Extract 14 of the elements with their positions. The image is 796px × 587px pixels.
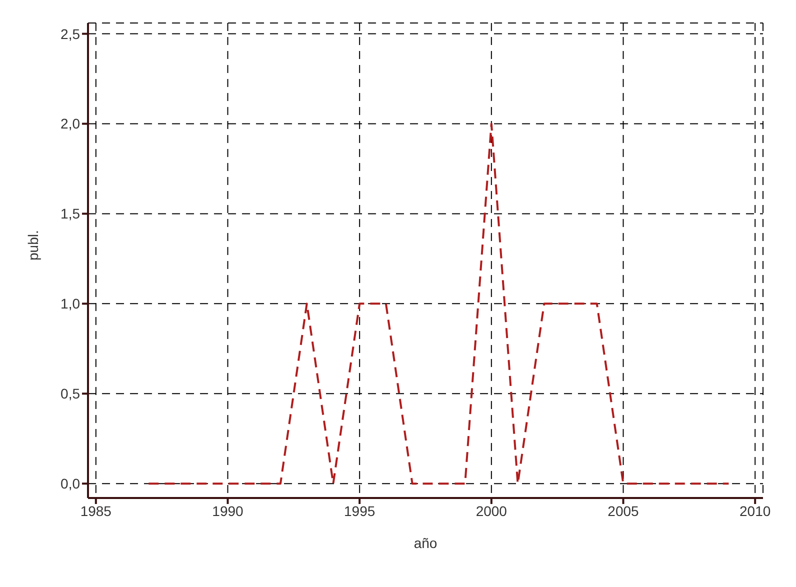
y-tick-label: 0,0	[60, 476, 80, 492]
x-tick-label: 1985	[80, 502, 112, 519]
y-tick-label: 1,5	[60, 206, 80, 222]
y-tick-label: 0,5	[60, 386, 80, 402]
y-axis-title: publ.	[24, 230, 41, 260]
y-tick-label: 2,0	[60, 116, 80, 132]
x-tick-label: 2000	[476, 502, 508, 519]
x-tick-label: 1995	[344, 502, 376, 519]
x-tick-label: 1990	[212, 502, 244, 519]
y-tick-label: 1,0	[60, 296, 80, 312]
x-tick-label: 2010	[740, 502, 771, 519]
x-axis-title: año	[414, 535, 438, 551]
y-tick-label: 2,5	[60, 26, 80, 42]
x-tick-label: 2005	[608, 502, 640, 519]
